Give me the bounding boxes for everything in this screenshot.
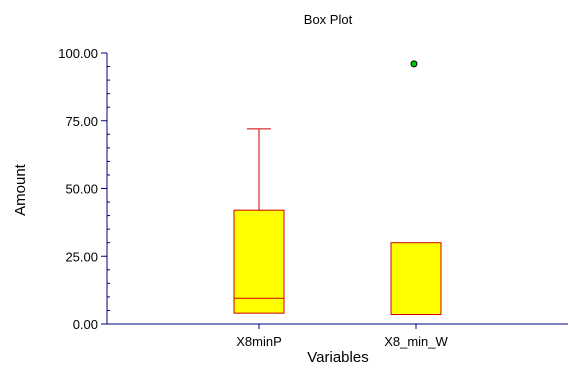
y-tick-label: 0.00 — [73, 317, 98, 332]
x-tick-label: X8minP — [236, 334, 282, 349]
y-tick-label: 75.00 — [65, 114, 98, 129]
y-tick-label: 25.00 — [65, 249, 98, 264]
box-X8_min_W — [390, 242, 442, 316]
plot-area: 0.00 25.00 50.00 75.00 100.00 X8minP X8_min_W — [58, 46, 568, 349]
chart-title: Box Plot — [304, 12, 353, 27]
outlier-point-X8_min_W — [410, 60, 418, 68]
x-axis-label: Variables — [307, 349, 368, 366]
y-tick-label: 50.00 — [65, 182, 98, 197]
y-tick-label: 100.00 — [58, 46, 98, 61]
y-axis-label: Amount — [12, 163, 29, 216]
x-tick-label: X8_min_W — [384, 334, 448, 349]
box-X8minP — [233, 209, 285, 314]
